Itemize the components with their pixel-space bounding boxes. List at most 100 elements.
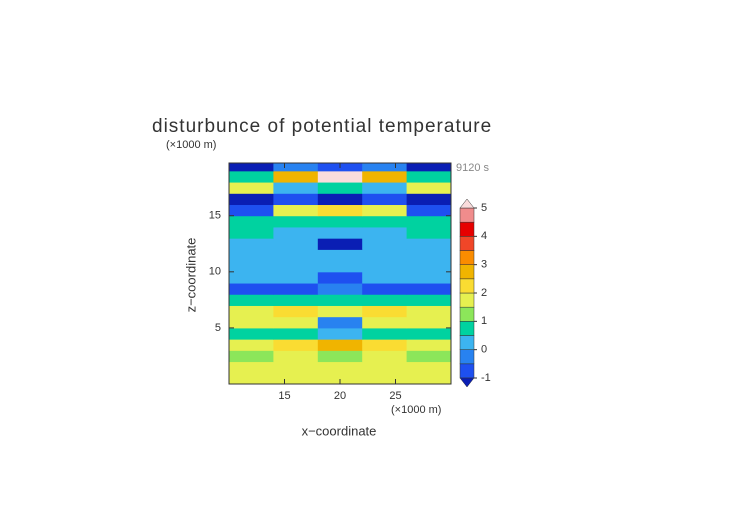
colorbar-box: [459, 335, 475, 350]
contour-cell: [362, 271, 408, 284]
contour-cell: [229, 327, 274, 340]
colorbar-box: [459, 292, 475, 308]
contour-cell: [317, 316, 363, 329]
contour-cell: [406, 271, 452, 284]
y-tick-label: 15: [209, 210, 221, 222]
contour-cell: [317, 305, 363, 318]
contour-cell: [273, 163, 319, 172]
contour-cell: [362, 316, 408, 329]
x-unit-label: (×1000 m): [391, 404, 441, 416]
contour-cell: [362, 204, 408, 217]
contour-cell: [273, 226, 319, 239]
contour-cell: [406, 372, 452, 385]
contour-cell: [406, 226, 452, 239]
contour-cell: [273, 182, 319, 194]
contour-cell: [406, 215, 452, 228]
contour-cell: [229, 226, 274, 239]
contour-cell: [406, 170, 452, 183]
contour-cell: [273, 294, 319, 306]
contour-cell: [317, 350, 363, 363]
contour-cell: [362, 350, 408, 363]
colorbar-box: [459, 363, 475, 379]
y-tick-label: 10: [209, 266, 221, 278]
contour-cell: [317, 170, 363, 183]
colorbar-tick-label: 2: [481, 287, 487, 299]
contour-cell: [406, 294, 452, 306]
colorbar-tick-label: 3: [481, 259, 487, 271]
colorbar-box: [459, 207, 475, 223]
contour-cell: [406, 238, 452, 250]
contour-cell: [317, 327, 363, 340]
contour-cell: [273, 215, 319, 228]
contour-cell: [317, 182, 363, 194]
chart-title: disturbunce of potential temperature: [152, 116, 492, 137]
contour-cell: [273, 361, 319, 374]
contour-cell: [406, 193, 452, 206]
colorbar-tick-label: 1: [481, 315, 487, 327]
contour-cell: [273, 372, 319, 385]
contour-cell: [229, 238, 274, 250]
contour-cell: [273, 271, 319, 284]
contour-cell: [317, 294, 363, 306]
colorbar-box: [459, 306, 475, 322]
contour-cell: [273, 238, 319, 250]
contour-cell: [406, 204, 452, 217]
contour-cell: [406, 361, 452, 374]
x-tick-label: 15: [278, 390, 290, 402]
contour-cell: [362, 170, 408, 183]
contour-cell: [362, 372, 408, 385]
contour-cell: [362, 294, 408, 306]
contour-cell: [406, 283, 452, 295]
contour-cell: [273, 316, 319, 329]
y-unit-label: (×1000 m): [166, 139, 216, 151]
contour-cell: [273, 327, 319, 340]
contour-cell: [362, 215, 408, 228]
contour-cell: [362, 226, 408, 239]
contour-cell: [229, 249, 274, 262]
y-tick-label: 5: [215, 322, 221, 334]
colorbar-box: [459, 236, 475, 251]
contour-cell: [406, 249, 452, 262]
colorbar-tick-label: 5: [481, 202, 487, 214]
colorbar-box: [459, 250, 475, 265]
contour-cell: [229, 204, 274, 217]
contour-cell: [229, 163, 274, 172]
contour-cell: [317, 204, 363, 217]
contour-cell: [362, 283, 408, 295]
x-tick-label: 20: [334, 390, 346, 402]
colorbar-box: [459, 321, 475, 336]
contour-cell: [317, 249, 363, 262]
contour-cell: [273, 350, 319, 363]
contour-cell: [317, 372, 363, 385]
colorbar-tick-label: 0: [481, 344, 487, 356]
contour-cell: [362, 305, 408, 318]
y-axis-label: z−coordinate: [183, 238, 198, 313]
colorbar-low: [459, 377, 475, 388]
colorbar-box: [459, 278, 475, 294]
colorbar-tick-label: -1: [481, 372, 491, 384]
contour-cell: [362, 327, 408, 340]
contour-cell: [229, 294, 274, 306]
contour-cell: [273, 193, 319, 206]
colorbar-box: [459, 349, 475, 365]
contour-cell: [362, 182, 408, 194]
colorbar-box: [459, 264, 475, 280]
contour-cell: [317, 238, 363, 250]
contour-cell: [406, 350, 452, 363]
contour-cell: [362, 249, 408, 262]
contour-cell: [362, 163, 408, 172]
contour-cell: [406, 316, 452, 329]
contour-cell: [229, 283, 274, 295]
contour-cell: [317, 361, 363, 374]
contour-cell: [229, 350, 274, 363]
contour-cell: [362, 260, 408, 273]
contour-cell: [406, 327, 452, 340]
contour-cell: [317, 339, 363, 351]
contour-cell: [273, 249, 319, 262]
contour-cell: [229, 316, 274, 329]
contour-cell: [406, 182, 452, 194]
contour-cell: [273, 305, 319, 318]
contour-cell: [362, 193, 408, 206]
contour-cell: [229, 271, 274, 284]
